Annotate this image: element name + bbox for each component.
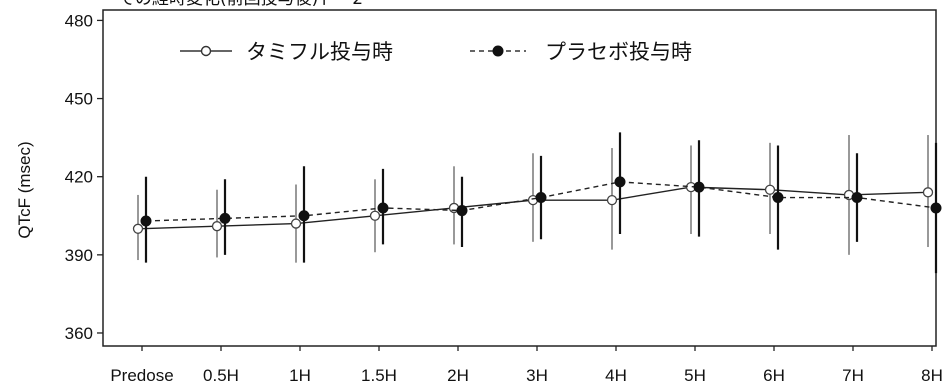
y-tick-label: 480 bbox=[65, 11, 93, 30]
data-point bbox=[140, 215, 152, 227]
legend-label-tamiflu: タミフル投与時 bbox=[246, 40, 393, 64]
data-point bbox=[614, 176, 626, 188]
plot-frame bbox=[102, 9, 937, 347]
x-tick-label: 1.5H bbox=[361, 366, 397, 385]
y-tick-label: 450 bbox=[65, 90, 93, 109]
y-axis-ticks: 360 390 420 450 480 bbox=[65, 11, 103, 343]
data-point bbox=[298, 210, 310, 222]
data-point bbox=[693, 181, 705, 193]
data-point bbox=[290, 218, 302, 229]
x-tick-label: 7H bbox=[842, 366, 864, 385]
data-point bbox=[535, 192, 547, 204]
cut-off-title: での経時変化(前回投与後)ドー2 bbox=[118, 0, 363, 9]
x-axis-ticks: Predose 0.5H 1H 1.5H 2H 3H 4H 5H 6H 7H 8H bbox=[110, 346, 943, 385]
x-tick-label: Predose bbox=[110, 366, 173, 385]
x-tick-label: 6H bbox=[763, 366, 785, 385]
data-point bbox=[606, 194, 618, 206]
y-tick-label: 420 bbox=[65, 168, 93, 187]
series-tamiflu bbox=[132, 135, 934, 263]
y-tick-label: 390 bbox=[65, 246, 93, 265]
x-tick-label: 8H bbox=[921, 366, 943, 385]
data-point bbox=[456, 205, 468, 217]
data-point bbox=[132, 223, 144, 234]
x-tick-label: 3H bbox=[526, 366, 548, 385]
data-point bbox=[369, 210, 381, 221]
data-point bbox=[930, 202, 942, 214]
data-point bbox=[211, 221, 223, 232]
series-layer bbox=[132, 132, 942, 274]
x-tick-label: 0.5H bbox=[203, 366, 239, 385]
legend-item-tamiflu: タミフル投与時 bbox=[180, 40, 393, 64]
y-tick-label: 360 bbox=[65, 324, 93, 343]
data-point bbox=[922, 187, 934, 198]
x-tick-label: 1H bbox=[289, 366, 311, 385]
x-tick-label: 5H bbox=[684, 366, 706, 385]
y-axis-label: QTcF (msec) bbox=[15, 141, 34, 238]
legend-item-placebo: プラセボ投与時 bbox=[470, 40, 692, 64]
data-point bbox=[851, 192, 863, 204]
legend-label-placebo: プラセボ投与時 bbox=[545, 40, 692, 64]
legend-marker-placebo bbox=[492, 45, 504, 57]
data-point bbox=[219, 212, 231, 224]
data-point bbox=[764, 184, 776, 195]
x-tick-label: 2H bbox=[447, 366, 469, 385]
legend: タミフル投与時 プラセボ投与時 bbox=[180, 40, 692, 64]
data-point bbox=[377, 202, 389, 214]
series-placebo bbox=[140, 132, 942, 274]
x-tick-label: 4H bbox=[605, 366, 627, 385]
legend-marker-tamiflu bbox=[200, 45, 212, 57]
data-point bbox=[772, 192, 784, 204]
